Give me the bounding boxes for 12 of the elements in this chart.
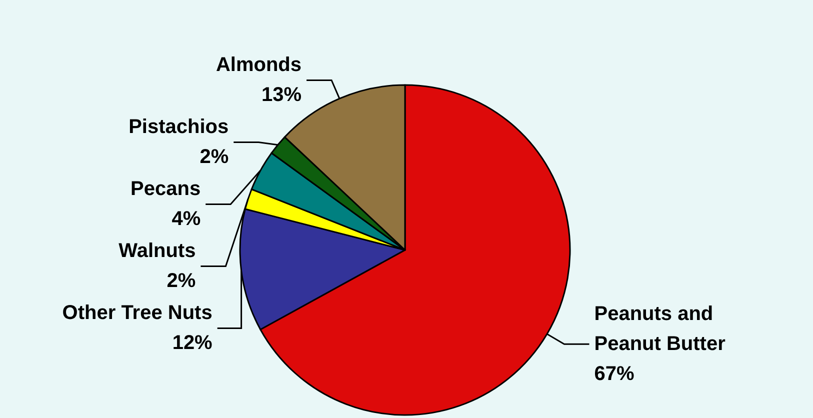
data-label: 2% [200,146,229,168]
slice-label: Peanuts and Peanut Butter [594,303,726,356]
slice-label: Pecans [130,178,201,200]
data-label: 2% [166,270,196,292]
data-label: 13% [261,84,302,106]
data-label: 67% [594,363,634,386]
data-label: 12% [172,332,213,354]
slice-label: Walnuts [118,240,196,262]
slice-label: Almonds [216,54,302,76]
data-label: 4% [172,208,201,230]
slice-label: Other Tree Nuts [62,302,212,324]
slice-label: Pistachios [128,116,229,138]
